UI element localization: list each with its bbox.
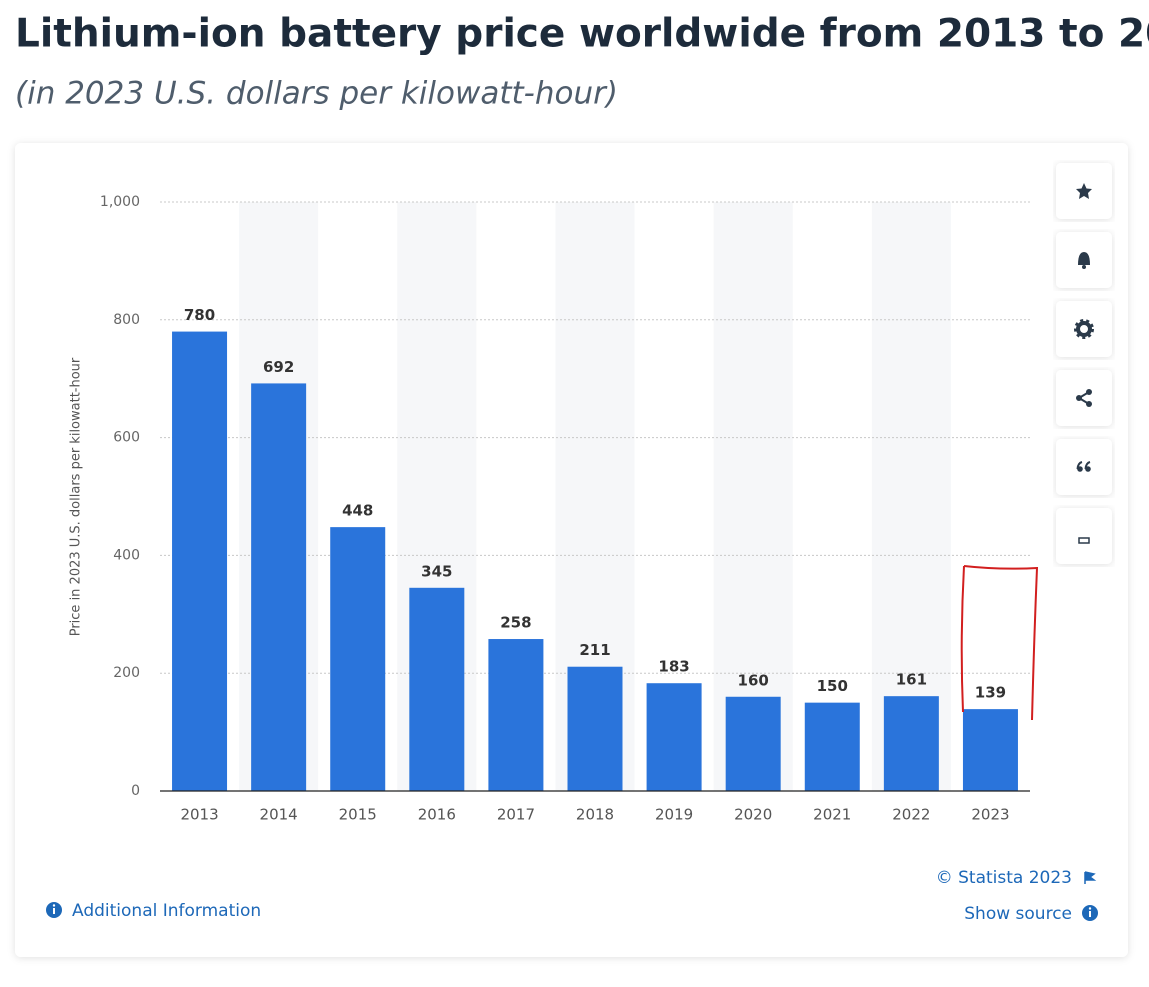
bar [251,383,307,791]
cite-button[interactable] [1056,439,1112,495]
y-axis-label: Price in 2023 U.S. dollars per kilowatt-… [69,357,84,636]
x-tick-label: 2016 [418,806,456,824]
value-label: 780 [184,306,215,324]
bar [646,683,702,791]
x-tick-label: 2015 [339,806,377,824]
y-tick-label: 200 [113,665,140,681]
additional-information-link[interactable]: Additional Information [72,901,261,921]
bar [962,709,1018,791]
bar [172,331,228,791]
x-tick-label: 2022 [892,806,930,824]
show-source-link[interactable]: Show source [964,904,1072,924]
notification-button[interactable] [1056,232,1112,288]
x-tick-label: 2014 [260,806,298,824]
bar [567,666,623,791]
x-tick-label: 2019 [655,806,693,824]
x-tick-label: 2023 [971,806,1009,824]
value-label: 692 [263,358,294,376]
value-label: 258 [500,614,531,632]
value-label: 211 [579,641,610,659]
annotation-box [960,565,1039,721]
bar [488,639,544,791]
info-icon [1082,905,1098,921]
value-label: 183 [658,658,689,676]
x-tick-label: 2018 [576,806,614,824]
favorite-button[interactable] [1056,163,1112,219]
y-tick-label: 400 [113,547,140,563]
plot: 0 200 400 600 800 1,000 2013 780 2014 692 2015 448 2… [100,194,1030,824]
x-tick-label: 2020 [734,806,772,824]
column-band [871,202,951,791]
value-label: 160 [738,671,769,689]
copyright-link[interactable]: © Statista 2023 [936,868,1072,888]
settings-button[interactable] [1056,301,1112,357]
flag-icon [1084,871,1097,884]
bar [883,696,939,791]
y-tick-label: 800 [113,312,140,328]
x-tick-label: 2021 [813,806,851,824]
value-label: 448 [342,502,373,520]
value-label: 161 [896,671,927,689]
info-icon [46,902,62,918]
chart-title: Lithium-ion battery price worldwide from… [15,12,1149,57]
side-buttons [1056,163,1112,564]
bar [725,696,781,791]
share-button[interactable] [1056,370,1112,426]
value-label: 139 [975,684,1006,702]
y-tick-label: 0 [131,783,140,799]
y-tick-label: 600 [113,430,140,446]
value-label: 150 [817,677,848,695]
bar [804,702,860,791]
bar [409,587,465,791]
x-tick-label: 2013 [180,806,218,824]
y-tick-label: 1,000 [100,194,140,210]
value-label: 345 [421,562,452,580]
column-band [713,202,793,791]
print-button[interactable] [1056,508,1112,564]
x-tick-label: 2017 [497,806,535,824]
bar [330,527,386,791]
chart-subtitle: (in 2023 U.S. dollars per kilowatt-hour) [15,76,618,112]
